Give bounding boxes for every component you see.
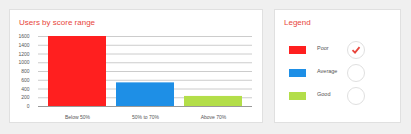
html-text:Poor: Poor — [317, 45, 329, 51]
svg-text:800: 800 — [21, 68, 30, 74]
svg-text:1600: 1600 — [18, 33, 29, 39]
svg-text:600: 600 — [21, 77, 30, 83]
html-text:Average: Average — [317, 68, 338, 74]
svg-text:1400: 1400 — [18, 42, 29, 48]
svg-text:400: 400 — [21, 86, 30, 92]
svg-text:1200: 1200 — [18, 51, 29, 57]
svg-text:50% to 70%: 50% to 70% — [132, 114, 160, 120]
svg-text:Above 70%: Above 70% — [201, 114, 227, 120]
html-text:Good: Good — [317, 91, 331, 97]
svg-text:200: 200 — [21, 94, 30, 100]
svg-text:1000: 1000 — [18, 59, 29, 65]
html-text:Users by score range: Users by score range — [19, 18, 95, 27]
html-text:Legend: Legend — [284, 18, 311, 27]
svg-text:0: 0 — [27, 103, 30, 109]
svg-text:Below 50%: Below 50% — [65, 114, 91, 120]
